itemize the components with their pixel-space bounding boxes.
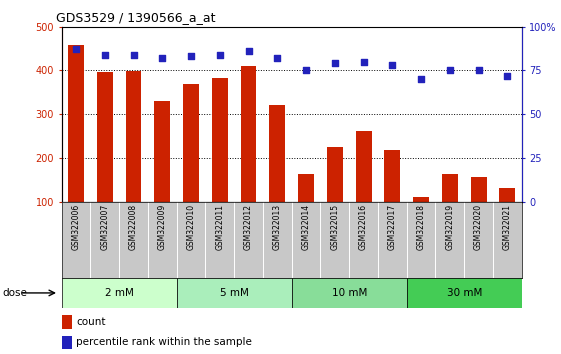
Text: GSM322008: GSM322008: [129, 204, 138, 250]
Point: [187, 53, 196, 59]
Text: GSM322007: GSM322007: [100, 204, 109, 250]
Bar: [212, 78, 228, 246]
Text: GSM322013: GSM322013: [273, 204, 282, 250]
Text: GSM322020: GSM322020: [474, 204, 483, 250]
Bar: [62, 278, 177, 308]
Bar: [442, 174, 458, 246]
Point: [474, 68, 483, 73]
Text: 30 mM: 30 mM: [447, 288, 482, 298]
Text: GSM322017: GSM322017: [388, 204, 397, 250]
Bar: [126, 71, 141, 246]
Text: 5 mM: 5 mM: [220, 288, 249, 298]
Bar: [413, 198, 429, 246]
Point: [417, 76, 426, 82]
Bar: [154, 102, 170, 246]
Bar: [356, 131, 371, 246]
Bar: [298, 174, 314, 246]
Text: count: count: [76, 317, 106, 327]
Bar: [241, 65, 256, 246]
Text: GSM322006: GSM322006: [72, 204, 81, 250]
Text: GSM322012: GSM322012: [244, 204, 253, 250]
Point: [445, 68, 454, 73]
Point: [302, 68, 311, 73]
Point: [503, 73, 512, 79]
Point: [129, 52, 138, 57]
Point: [330, 61, 339, 66]
Text: dose: dose: [3, 288, 27, 298]
Text: GDS3529 / 1390566_a_at: GDS3529 / 1390566_a_at: [56, 11, 215, 24]
Point: [215, 52, 224, 57]
Point: [359, 59, 368, 64]
Bar: [499, 188, 515, 246]
Text: percentile rank within the sample: percentile rank within the sample: [76, 337, 252, 348]
Bar: [471, 177, 486, 246]
Text: GSM322021: GSM322021: [503, 204, 512, 250]
Text: GSM322019: GSM322019: [445, 204, 454, 250]
Bar: [292, 278, 407, 308]
Bar: [68, 45, 84, 246]
Point: [100, 52, 109, 57]
Bar: [97, 72, 113, 246]
Point: [244, 48, 253, 54]
Text: GSM322009: GSM322009: [158, 204, 167, 250]
Text: GSM322011: GSM322011: [215, 204, 224, 250]
Point: [158, 55, 167, 61]
Text: 10 mM: 10 mM: [332, 288, 367, 298]
Text: GSM322010: GSM322010: [187, 204, 196, 250]
Point: [72, 46, 81, 52]
Bar: [177, 278, 292, 308]
Text: GSM322016: GSM322016: [359, 204, 368, 250]
Bar: [269, 105, 285, 246]
Bar: [407, 278, 522, 308]
Text: GSM322018: GSM322018: [417, 204, 426, 250]
Point: [388, 62, 397, 68]
Bar: [183, 84, 199, 246]
Text: 2 mM: 2 mM: [105, 288, 134, 298]
Text: GSM322015: GSM322015: [330, 204, 339, 250]
Point: [273, 55, 282, 61]
Text: GSM322014: GSM322014: [302, 204, 311, 250]
Bar: [384, 150, 400, 246]
Bar: [327, 147, 343, 246]
